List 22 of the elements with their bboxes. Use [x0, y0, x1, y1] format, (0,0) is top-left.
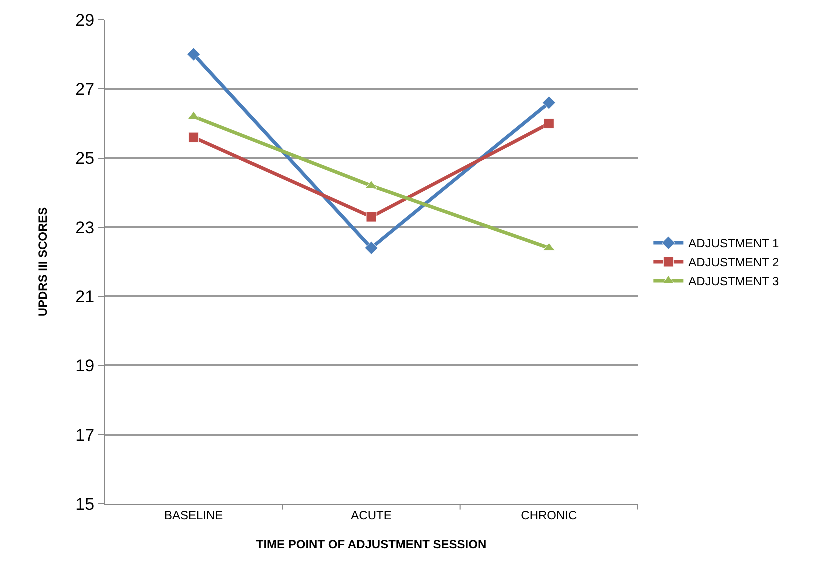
legend-label: ADJUSTMENT 1 — [688, 236, 780, 251]
y-tick-label: 17 — [76, 426, 95, 445]
point — [187, 48, 201, 62]
y-tick-label: 19 — [76, 356, 95, 376]
y-axis-title: UPDRS III SCORES — [36, 207, 50, 317]
legend-label: ADJUSTMENT 3 — [688, 274, 780, 289]
y-tick-label: 15 — [76, 494, 95, 514]
y-tick-label: 23 — [76, 218, 95, 238]
x-axis-title: TIME POINT OF ADJUSTMENT SESSION — [256, 537, 487, 552]
point — [366, 212, 377, 222]
point — [364, 241, 378, 255]
legend-label: ADJUSTMENT 2 — [688, 256, 780, 270]
point — [544, 118, 554, 129]
y-tick-label: 27 — [76, 80, 95, 100]
y-tick-label: 25 — [76, 149, 95, 168]
point — [188, 132, 200, 143]
y-tick-label: 21 — [76, 288, 95, 307]
x-tick-label: CHRONIC — [521, 508, 578, 522]
point — [542, 96, 556, 110]
y-tick-label: 29 — [76, 10, 95, 30]
x-tick-label: BASELINE — [164, 508, 224, 522]
x-tick-label: ACUTE — [351, 508, 392, 522]
